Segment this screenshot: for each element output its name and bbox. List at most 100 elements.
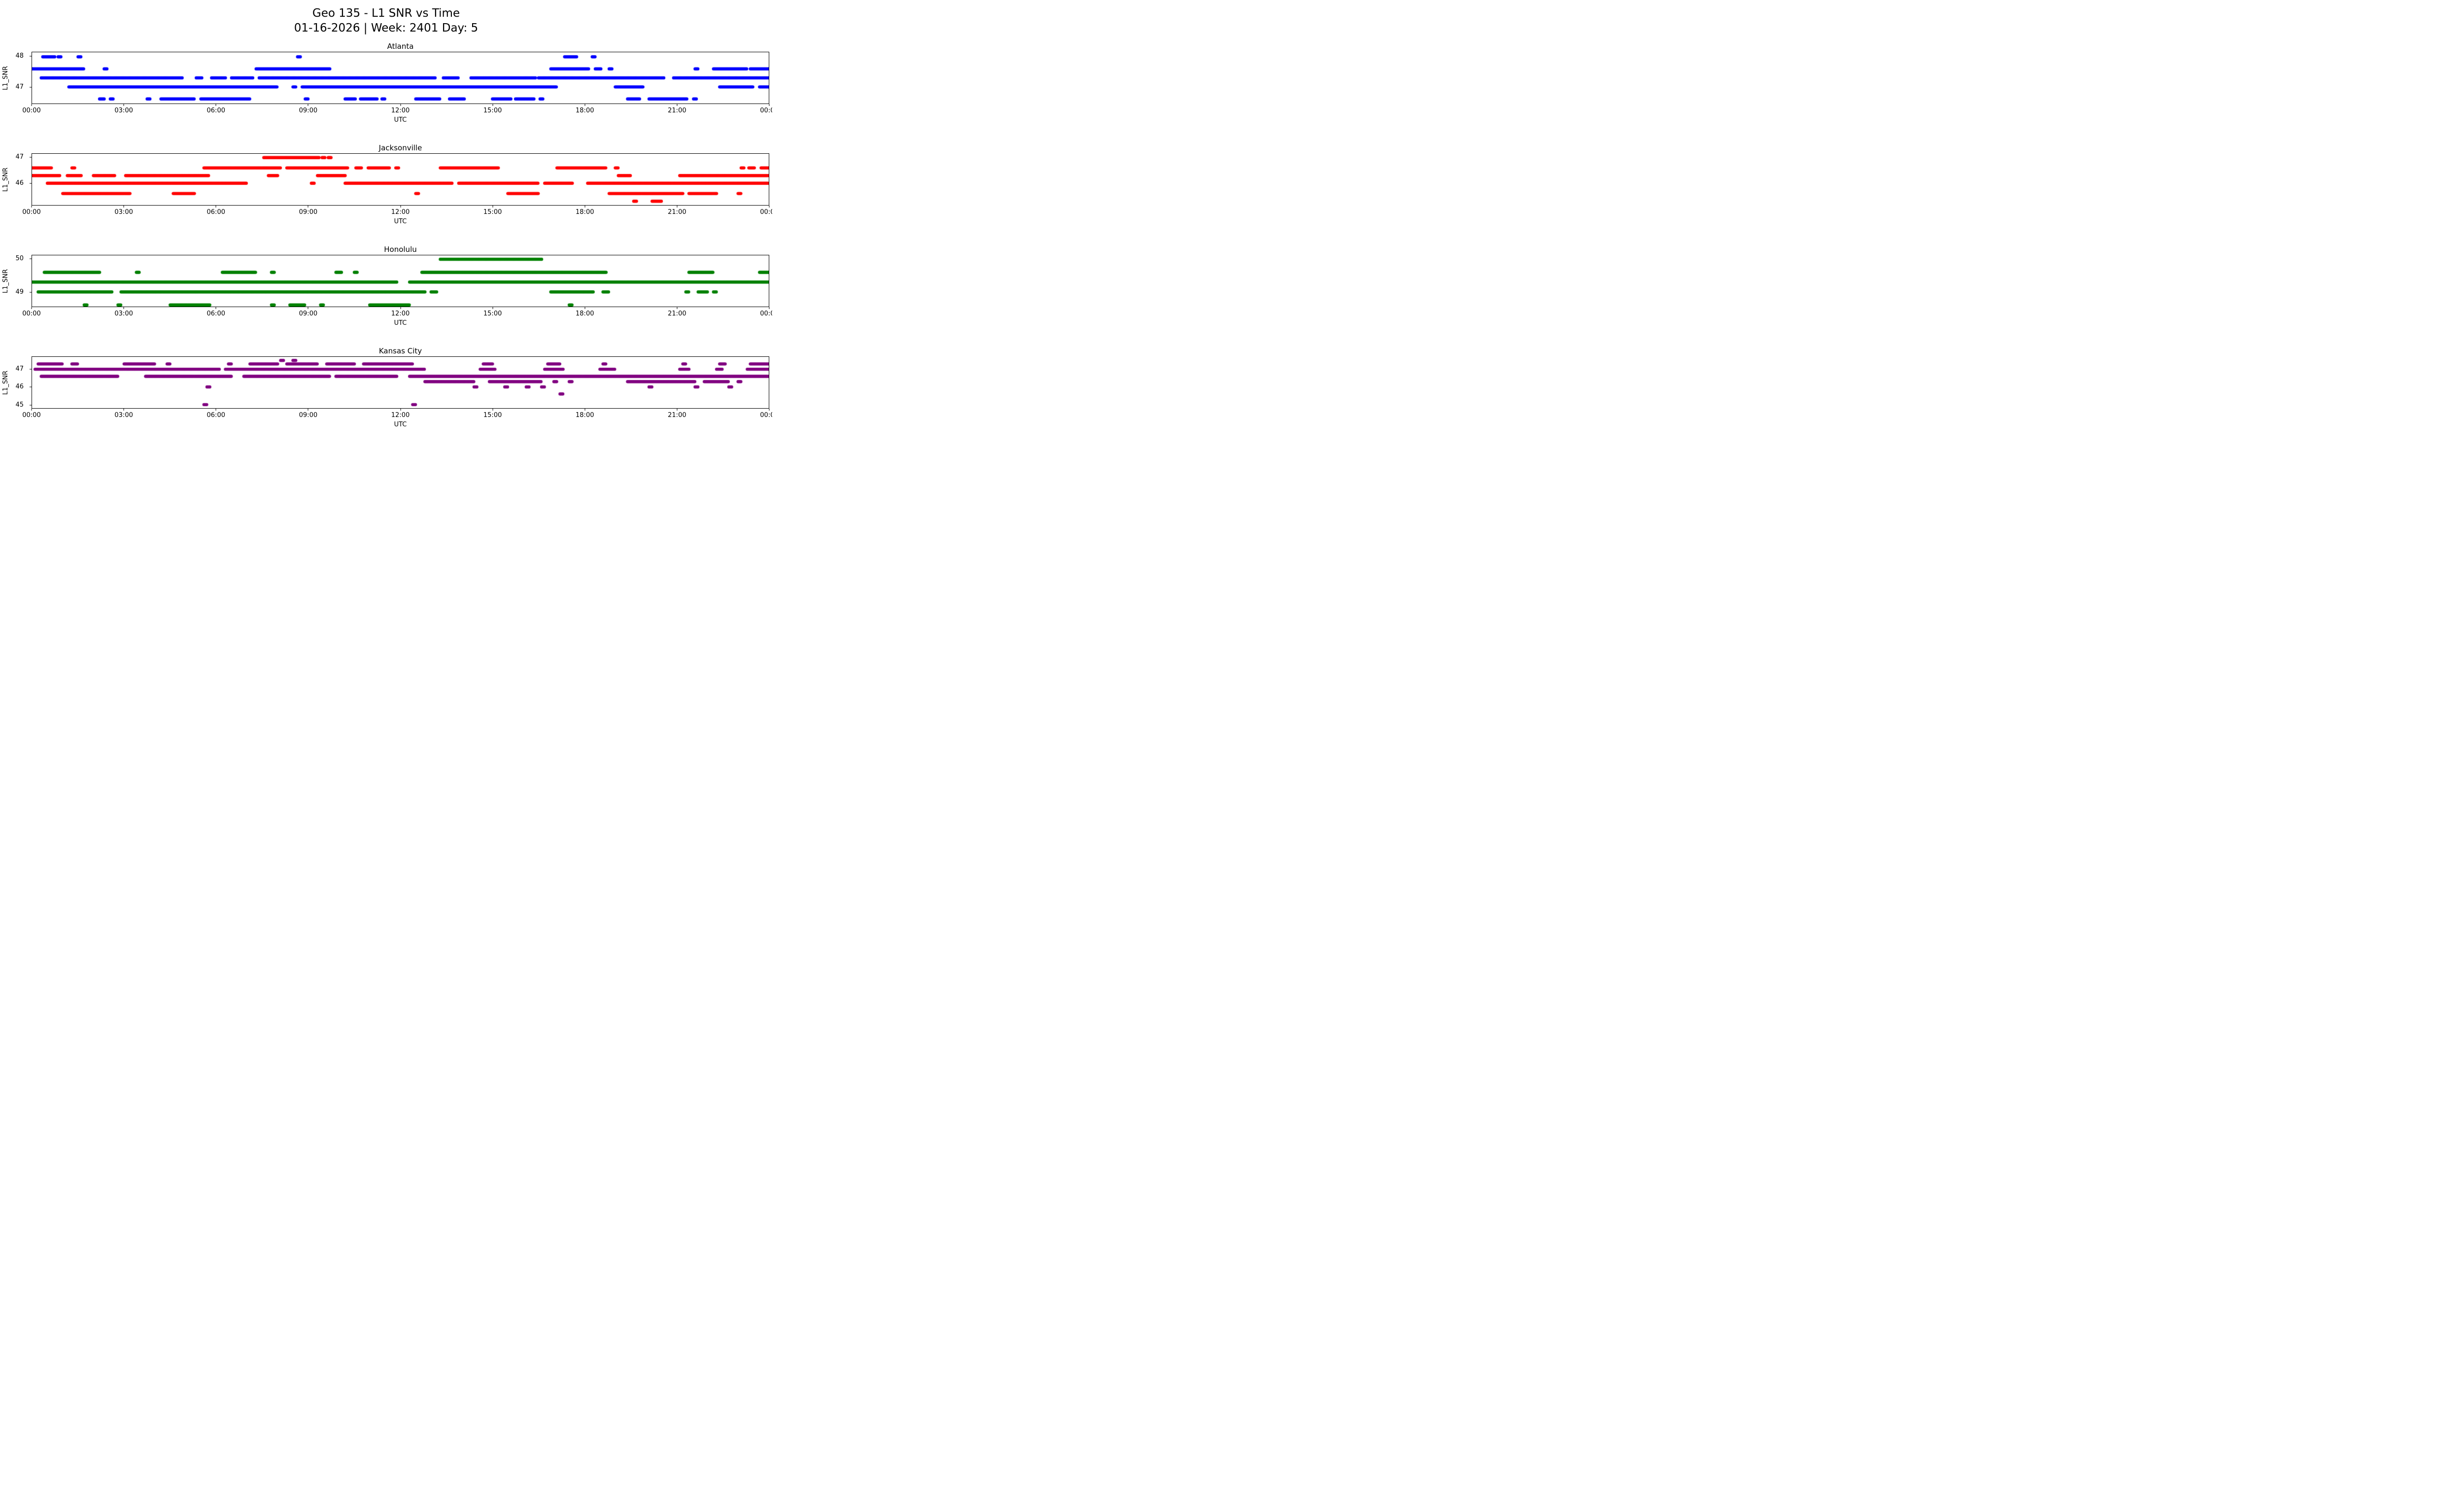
x-tick-mark <box>492 104 493 106</box>
x-ticks: 00:00 03:00 06:00 09:00 12:00 15:00 18:00 21:00… <box>22 310 772 318</box>
x-tick-mark <box>584 104 585 106</box>
x-axis-label: UTC <box>394 116 407 124</box>
x-tick-mark <box>584 409 585 411</box>
y-ticks: 49 50 <box>0 255 29 307</box>
x-tick-label: 06:00 <box>206 107 225 114</box>
x-axis-label: UTC <box>394 218 407 225</box>
x-tick-label: 15:00 <box>483 209 502 216</box>
x-tick-label: 09:00 <box>299 412 318 419</box>
x-tick-label: 00:00 <box>22 412 41 419</box>
x-tick-label: 12:00 <box>391 310 410 317</box>
x-ticks: 00:00 03:00 06:00 09:00 12:00 15:00 18:00 21:00… <box>22 412 772 419</box>
y-tick-label: 47 <box>15 83 24 91</box>
scatter-canvas-jacksonville <box>32 154 769 205</box>
y-tick-label: 47 <box>15 365 24 373</box>
x-tick-label: 21:00 <box>668 412 686 419</box>
x-tick-marks <box>31 206 770 208</box>
plot-area-jacksonville <box>32 153 769 206</box>
x-tick-marks <box>31 409 770 411</box>
x-tick-label: 09:00 <box>299 310 318 317</box>
y-tick-marks <box>30 255 32 307</box>
x-tick-mark <box>584 307 585 309</box>
x-ticks: 00:00 03:00 06:00 09:00 12:00 15:00 18:00 21:00… <box>22 107 772 115</box>
x-tick-mark <box>492 307 493 309</box>
y-tick-marks <box>30 52 32 104</box>
x-ticks: 00:00 03:00 06:00 09:00 12:00 15:00 18:00 21:00… <box>22 209 772 216</box>
x-tick-label: 21:00 <box>668 310 686 317</box>
x-tick-mark <box>492 206 493 208</box>
x-tick-label: 03:00 <box>114 107 133 114</box>
x-tick-label: 09:00 <box>299 209 318 216</box>
y-tick-label: 47 <box>15 153 24 161</box>
figure: Geo 135 - L1 SNR vs Time 01-16-2026 | We… <box>0 0 772 450</box>
x-tick-label: 18:00 <box>576 107 594 114</box>
x-axis-label: UTC <box>394 421 407 428</box>
x-tick-marks <box>31 104 770 106</box>
y-ticks: 46 47 <box>0 153 29 206</box>
y-ticks: 47 48 <box>0 52 29 104</box>
x-tick-mark <box>769 307 770 309</box>
x-tick-label: 03:00 <box>114 412 133 419</box>
x-tick-label: 06:00 <box>206 209 225 216</box>
x-tick-marks <box>31 307 770 309</box>
x-tick-label: 09:00 <box>299 107 318 114</box>
x-tick-label: 00:00 <box>22 310 41 317</box>
y-tick-label: 50 <box>15 255 24 263</box>
x-tick-label: 12:00 <box>391 107 410 114</box>
x-tick-label: 18:00 <box>576 310 594 317</box>
x-tick-label: 18:00 <box>576 412 594 419</box>
x-tick-mark <box>400 409 401 411</box>
x-tick-mark <box>584 206 585 208</box>
x-tick-mark <box>400 206 401 208</box>
y-ticks: 45 46 47 <box>0 356 29 409</box>
x-tick-label: 00:00 <box>760 310 772 317</box>
subplot-title-honolulu: Honolulu <box>384 245 417 254</box>
plot-area-kansas-city <box>32 356 769 409</box>
subplot-jacksonville: Jacksonville L1_SNR 46 47 00:00 03:00 06:00 09:… <box>0 143 772 244</box>
y-tick-label: 48 <box>15 52 24 60</box>
x-tick-label: 00:00 <box>22 209 41 216</box>
x-tick-label: 18:00 <box>576 209 594 216</box>
x-tick-label: 03:00 <box>114 310 133 317</box>
plot-area-atlanta <box>32 52 769 104</box>
x-tick-label: 12:00 <box>391 412 410 419</box>
subplot-title-kansas-city: Kansas City <box>378 347 422 355</box>
figure-subtitle: 01-16-2026 | Week: 2401 Day: 5 <box>294 22 479 35</box>
y-tick-label: 49 <box>15 288 24 296</box>
y-tick-marks <box>30 153 32 206</box>
x-tick-label: 06:00 <box>206 310 225 317</box>
subplot-title-atlanta: Atlanta <box>387 42 414 51</box>
x-tick-label: 00:00 <box>760 412 772 419</box>
subplot-honolulu: Honolulu L1_SNR 49 50 00:00 03:00 06:00 09:00 12… <box>0 244 772 346</box>
x-tick-label: 06:00 <box>206 412 225 419</box>
subplot-title-jacksonville: Jacksonville <box>378 143 422 152</box>
x-tick-label: 00:00 <box>22 107 41 114</box>
figure-title: Geo 135 - L1 SNR vs Time <box>312 7 460 20</box>
subplots-container: Atlanta L1_SNR 47 48 00:00 03:00 06:00 09:00 12:… <box>0 41 772 448</box>
x-tick-mark <box>769 104 770 106</box>
scatter-canvas-atlanta <box>32 52 769 104</box>
x-tick-label: 00:00 <box>760 107 772 114</box>
x-tick-label: 00:00 <box>760 209 772 216</box>
x-tick-label: 21:00 <box>668 107 686 114</box>
plot-area-honolulu <box>32 255 769 307</box>
x-tick-mark <box>400 307 401 309</box>
x-tick-label: 21:00 <box>668 209 686 216</box>
x-tick-label: 12:00 <box>391 209 410 216</box>
y-tick-label: 46 <box>15 179 24 187</box>
x-tick-mark <box>492 409 493 411</box>
x-tick-label: 03:00 <box>114 209 133 216</box>
scatter-canvas-honolulu <box>32 255 769 307</box>
subplot-kansas-city: Kansas City L1_SNR 45 46 47 00:00 03:00 06:00 09… <box>0 346 772 448</box>
x-tick-mark <box>769 409 770 411</box>
x-tick-label: 15:00 <box>483 310 502 317</box>
x-tick-label: 15:00 <box>483 412 502 419</box>
y-tick-mark <box>30 56 32 57</box>
x-tick-mark <box>400 104 401 106</box>
y-tick-label: 45 <box>15 401 24 409</box>
y-tick-marks <box>30 356 32 409</box>
x-tick-label: 15:00 <box>483 107 502 114</box>
y-tick-label: 46 <box>15 383 24 391</box>
x-axis-label: UTC <box>394 319 407 327</box>
x-tick-mark <box>769 206 770 208</box>
